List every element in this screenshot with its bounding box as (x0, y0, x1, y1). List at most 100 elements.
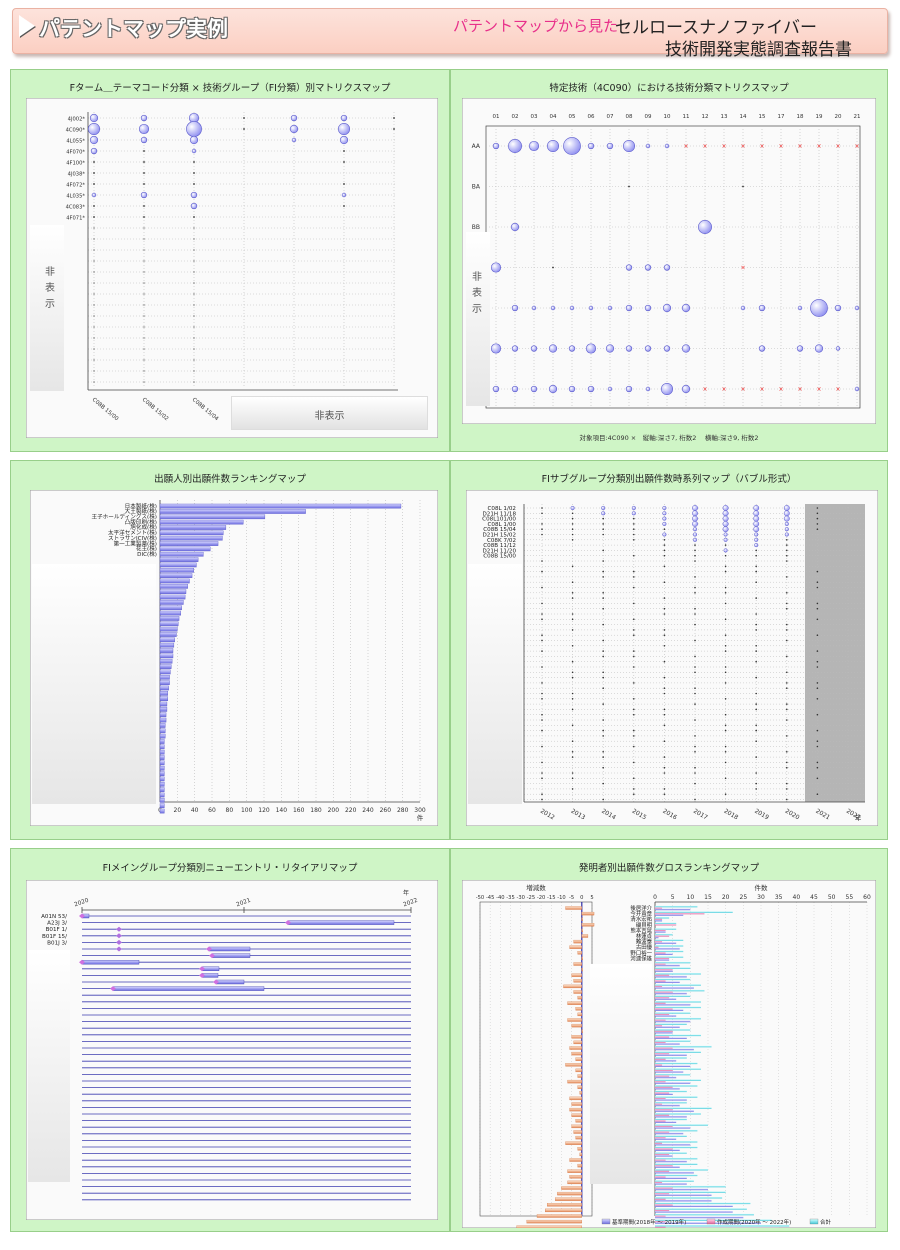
y-tick-label: D21H 15/02 (482, 533, 516, 539)
dot (343, 183, 345, 185)
bubble (339, 135, 349, 145)
dot (755, 782, 757, 785)
x-tick-label: 06 (588, 114, 595, 120)
bubble (722, 515, 729, 522)
dot (663, 708, 666, 711)
dot (786, 544, 788, 546)
bar (159, 562, 197, 568)
dot (663, 549, 666, 552)
dot (393, 128, 395, 130)
bar-base (655, 975, 687, 978)
bubble (605, 344, 615, 353)
dot (193, 337, 195, 339)
dot (541, 713, 543, 716)
dot (816, 528, 819, 530)
x-tick-label: 220 (345, 807, 357, 814)
bar (159, 535, 223, 541)
bar-period (655, 1097, 666, 1100)
legend-swatch (601, 1218, 611, 1225)
dot (143, 183, 145, 185)
y-tick-label: 後居洋介 (630, 904, 652, 912)
x-tick-label: 280 (397, 807, 409, 814)
y-tick-label: B01J 3/ (47, 940, 67, 946)
dot (663, 634, 666, 636)
bar-total (655, 1157, 698, 1160)
bar (159, 728, 166, 734)
dot (633, 634, 635, 636)
x-tick-label: -20 (537, 895, 545, 901)
dot (193, 227, 195, 229)
dot (571, 618, 574, 621)
bubble (190, 202, 198, 210)
bubble (585, 343, 597, 354)
bubble (530, 385, 538, 393)
dot (694, 560, 696, 562)
diff-bar (571, 1124, 582, 1129)
bar-base (655, 1149, 680, 1151)
dot (571, 645, 574, 647)
bar-period (655, 1136, 666, 1139)
dot (694, 554, 696, 557)
bubble (662, 303, 672, 313)
bubble (835, 346, 841, 351)
bubble (753, 520, 760, 527)
x-tick-label: 12 (702, 114, 709, 120)
entry-marker (116, 939, 122, 945)
dot (816, 687, 819, 689)
bar-total (655, 922, 677, 925)
diff-bar (573, 990, 582, 994)
dot (724, 671, 727, 674)
bar (159, 798, 165, 803)
dot (571, 756, 574, 758)
diff-bar (536, 1214, 582, 1218)
bar-base (655, 1099, 687, 1101)
hidden-area-y2 (466, 232, 490, 406)
bar-period (655, 1131, 670, 1133)
dot (786, 719, 788, 721)
dot (143, 216, 145, 218)
bubble (681, 344, 691, 353)
bar-period (655, 974, 670, 976)
y-tick-label: 旭化成(株) (130, 523, 157, 531)
bar-base (655, 1048, 694, 1051)
panel2-footer: 対象項目:4C090 × 縦軸:深さ7, 桁数2 横軸:深さ9, 桁数2 (579, 434, 759, 442)
bar (159, 509, 306, 514)
bubble (492, 385, 500, 393)
x-tick-label: 10 (664, 114, 671, 120)
dot (193, 370, 195, 372)
bar-total (655, 1135, 687, 1137)
bar (159, 530, 224, 536)
bubble (569, 305, 575, 311)
bar-base (655, 987, 694, 989)
y-tick-label: 清水宏祐 (630, 915, 652, 923)
x-tick-label: 240 (362, 807, 374, 814)
diff-bar (571, 1023, 582, 1028)
dot (663, 597, 666, 599)
dot (541, 650, 543, 652)
bubble (89, 135, 99, 145)
bar-period (655, 952, 666, 954)
diff-bar (569, 1158, 582, 1162)
diff-bar (581, 911, 595, 916)
dot (633, 533, 635, 536)
x-tick-label: 35 (775, 894, 783, 901)
bar (159, 744, 165, 750)
cross-mark: × (683, 143, 688, 150)
cross-mark: × (721, 143, 726, 150)
diff-bar (573, 962, 582, 966)
dot (602, 735, 604, 737)
dot (694, 782, 696, 785)
bar-period (655, 924, 677, 926)
dot (602, 703, 604, 705)
x-tick-label: 0 (580, 895, 583, 901)
bubble (607, 305, 613, 311)
dot (755, 756, 757, 758)
bubble (783, 515, 790, 522)
bar-period (655, 912, 705, 915)
bar-total (655, 1101, 687, 1104)
x-tick-label: 10 (687, 894, 695, 901)
diff-bar (516, 1225, 582, 1228)
bar-base (655, 914, 684, 916)
y-tick-label: A23J 3/ (47, 921, 67, 927)
bar-period (655, 1041, 666, 1044)
